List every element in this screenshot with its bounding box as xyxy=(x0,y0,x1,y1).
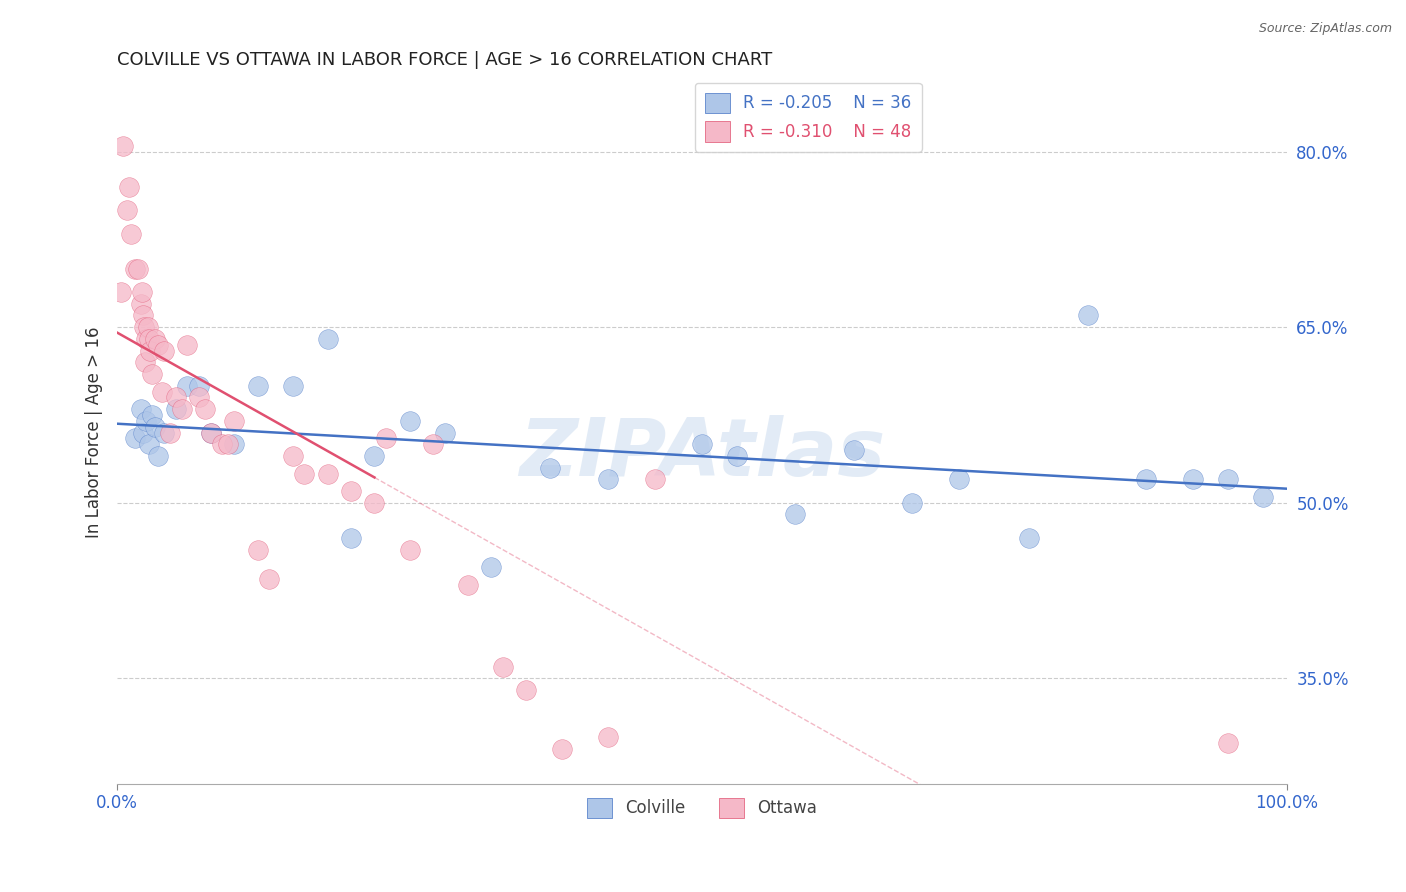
Text: ZIPAtlas: ZIPAtlas xyxy=(519,415,884,492)
Point xyxy=(132,309,155,323)
Point xyxy=(131,285,153,299)
Point xyxy=(481,560,503,574)
Point xyxy=(1216,736,1239,750)
Point xyxy=(1077,309,1099,323)
Point xyxy=(363,449,385,463)
Point xyxy=(316,332,339,346)
Point xyxy=(153,343,176,358)
Point xyxy=(141,408,163,422)
Point xyxy=(224,414,246,428)
Point xyxy=(690,437,713,451)
Point xyxy=(194,402,217,417)
Point xyxy=(176,337,198,351)
Point xyxy=(1216,472,1239,486)
Point xyxy=(901,496,924,510)
Point xyxy=(138,437,160,451)
Point xyxy=(136,320,159,334)
Point xyxy=(281,449,304,463)
Point xyxy=(188,391,211,405)
Point xyxy=(200,425,222,440)
Point xyxy=(118,179,141,194)
Point xyxy=(433,425,456,440)
Point xyxy=(138,332,160,346)
Point xyxy=(146,449,169,463)
Point xyxy=(129,297,152,311)
Point xyxy=(725,449,748,463)
Point xyxy=(176,378,198,392)
Point xyxy=(492,659,515,673)
Point xyxy=(165,402,187,417)
Point xyxy=(246,378,269,392)
Point xyxy=(132,320,155,334)
Point xyxy=(398,414,420,428)
Point xyxy=(124,261,146,276)
Point xyxy=(165,391,187,405)
Point xyxy=(363,496,385,510)
Point xyxy=(316,467,339,481)
Point xyxy=(340,484,363,499)
Y-axis label: In Labor Force | Age > 16: In Labor Force | Age > 16 xyxy=(86,326,103,538)
Point xyxy=(115,203,138,218)
Point xyxy=(598,472,620,486)
Point xyxy=(644,472,666,486)
Point xyxy=(550,741,572,756)
Point xyxy=(538,460,561,475)
Point xyxy=(842,443,865,458)
Point xyxy=(120,227,142,241)
Point xyxy=(135,332,157,346)
Point xyxy=(257,572,280,586)
Text: COLVILLE VS OTTAWA IN LABOR FORCE | AGE > 16 CORRELATION CHART: COLVILLE VS OTTAWA IN LABOR FORCE | AGE … xyxy=(117,51,772,69)
Point xyxy=(110,285,132,299)
Point xyxy=(135,414,157,428)
Point xyxy=(1251,490,1274,504)
Point xyxy=(1135,472,1157,486)
Point xyxy=(457,578,479,592)
Point xyxy=(422,437,444,451)
Point xyxy=(143,332,166,346)
Point xyxy=(153,425,176,440)
Point xyxy=(139,343,162,358)
Point xyxy=(159,425,181,440)
Point xyxy=(1018,531,1040,545)
Point xyxy=(398,542,420,557)
Point xyxy=(129,402,152,417)
Point xyxy=(188,378,211,392)
Point xyxy=(281,378,304,392)
Point xyxy=(132,425,155,440)
Point xyxy=(217,437,239,451)
Point xyxy=(785,508,807,522)
Point xyxy=(141,367,163,381)
Point xyxy=(150,384,173,399)
Point xyxy=(146,337,169,351)
Point xyxy=(292,467,315,481)
Point xyxy=(375,431,398,445)
Point xyxy=(1182,472,1205,486)
Point xyxy=(211,437,233,451)
Point xyxy=(143,419,166,434)
Point xyxy=(948,472,970,486)
Point xyxy=(515,683,537,698)
Legend: Colville, Ottawa: Colville, Ottawa xyxy=(581,791,824,824)
Point xyxy=(134,355,156,369)
Point xyxy=(127,261,149,276)
Text: Source: ZipAtlas.com: Source: ZipAtlas.com xyxy=(1258,22,1392,36)
Point xyxy=(170,402,193,417)
Point xyxy=(246,542,269,557)
Point xyxy=(598,730,620,744)
Point xyxy=(124,431,146,445)
Point xyxy=(224,437,246,451)
Point xyxy=(340,531,363,545)
Point xyxy=(112,138,135,153)
Point xyxy=(200,425,222,440)
